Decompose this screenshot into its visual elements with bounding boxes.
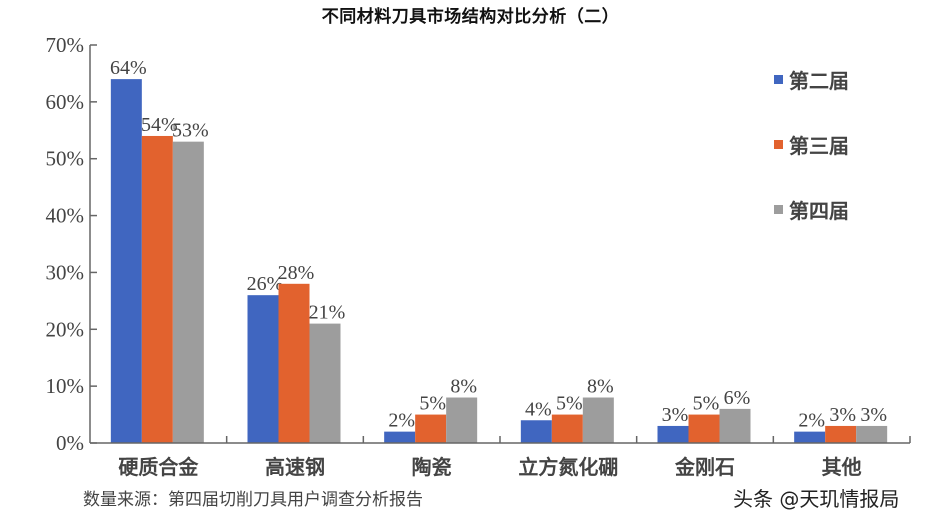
data-label: 5% [419, 393, 446, 415]
chart-title: 不同材料刀具市场结构对比分析（二） [321, 7, 620, 27]
bar-2 [415, 414, 447, 443]
y-tick-label: 10% [46, 374, 85, 398]
source-note: 数量来源：第四届切削刀具用户调查分析报告 [83, 490, 423, 510]
data-label: 26% [247, 273, 284, 295]
bar-1 [384, 431, 416, 443]
y-tick-label: 0% [56, 431, 84, 455]
y-tick-label: 40% [46, 204, 85, 228]
data-label: 3% [860, 404, 887, 426]
data-label: 53% [172, 120, 209, 142]
bar-1 [520, 420, 552, 443]
y-tick-label: 60% [46, 90, 85, 114]
bar-3 [582, 397, 614, 443]
category-label: 陶瓷 [412, 455, 452, 479]
y-axis: 0% 10% 20% 30% 40% 50% 60% 70% [46, 33, 97, 455]
bar-2 [141, 135, 173, 443]
data-label: 8% [450, 376, 477, 398]
legend-item-series-2: 第三届 [774, 129, 849, 159]
data-label: 5% [693, 393, 720, 415]
bar-3 [719, 408, 751, 443]
bars: 64%54%53%26%28%21%2%5%8%4% 5%8%3%5% 6%2% 3%… [110, 57, 888, 443]
watermark: 头条 @天玑情报局 [733, 487, 900, 511]
x-axis: 硬质合金 高速钢 陶瓷 立方氮化硼 金刚石 其他 [90, 436, 911, 479]
bar-1 [247, 295, 279, 443]
data-label: 5% [556, 393, 583, 415]
legend-item-series-1: 第二届 [774, 64, 849, 94]
y-tick-label: 20% [46, 317, 85, 341]
y-tick-label: 70% [46, 33, 85, 57]
y-tick-label: 30% [46, 260, 85, 284]
bar-1 [110, 79, 142, 443]
data-label: 54% [141, 114, 178, 136]
y-tick-label: 50% [46, 147, 85, 171]
data-label: 8% [587, 376, 614, 398]
data-label: 2% [798, 410, 825, 432]
data-label: 64% [110, 57, 147, 79]
bar-2 [551, 414, 583, 443]
legend-swatch-blue-icon [774, 74, 783, 84]
legend-label: 第四届 [789, 198, 849, 223]
bar-2 [688, 414, 720, 443]
bar-3 [856, 425, 888, 443]
category-label: 其他 [822, 455, 862, 479]
bar-2 [825, 425, 857, 443]
category-label: 高速钢 [265, 455, 325, 479]
legend-swatch-orange-icon [774, 139, 783, 149]
bar-3 [446, 397, 478, 443]
category-label: 立方氮化硼 [518, 455, 618, 479]
data-label: 4% [525, 398, 552, 420]
bar-3 [172, 141, 204, 443]
category-label: 金刚石 [674, 455, 735, 479]
data-label: 28% [278, 262, 315, 284]
bar-1 [657, 425, 689, 443]
data-label: 2% [388, 410, 415, 432]
data-label: 6% [724, 387, 751, 409]
bar-3 [309, 323, 341, 443]
legend: 第二届 第三届 第四届 [774, 64, 849, 259]
legend-swatch-gray-icon [774, 204, 783, 214]
legend-item-series-3: 第四届 [774, 194, 849, 224]
data-label: 3% [829, 404, 856, 426]
category-label: 硬质合金 [118, 455, 199, 479]
legend-label: 第二届 [789, 68, 849, 93]
legend-label: 第三届 [789, 133, 849, 158]
bar-2 [278, 283, 310, 443]
bar-1 [794, 431, 826, 443]
data-label: 21% [309, 302, 346, 324]
data-label: 3% [662, 404, 689, 426]
